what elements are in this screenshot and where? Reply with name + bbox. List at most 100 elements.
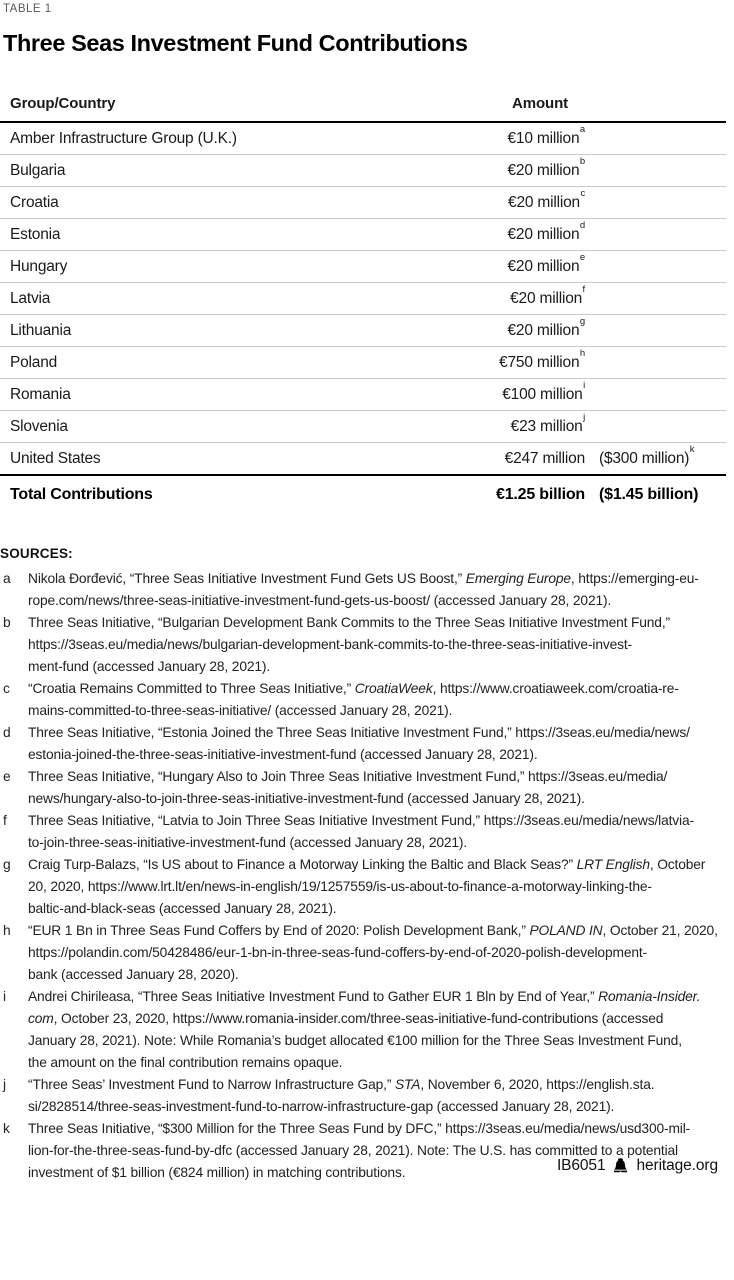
citation-publication: STA	[395, 1077, 421, 1092]
source-item-b: b Three Seas Initiative, “Bulgarian Devel…	[0, 612, 726, 678]
group-country-cell: Croatia	[10, 193, 59, 211]
group-country-cell: Amber Infrastructure Group (U.K.)	[10, 129, 237, 147]
liberty-bell-icon	[614, 1158, 628, 1173]
source-line: https://3seas.eu/media/news/bulgarian-de…	[28, 634, 726, 656]
source-line: baltic-and-black-seas (accessed January …	[28, 898, 726, 920]
group-country-cell: Bulgaria	[10, 161, 66, 179]
source-text: “EUR 1 Bn in Three Seas Fund Coffers by …	[28, 920, 726, 986]
source-text: Three Seas Initiative, “Bulgarian Develo…	[28, 612, 726, 678]
citation-text: “Three Seas’ Investment Fund to Narrow I…	[28, 1077, 395, 1092]
source-text: “Croatia Remains Committed to Three Seas…	[28, 678, 726, 722]
source-line: si/2828514/three-seas-investment-fund-to…	[28, 1096, 726, 1118]
source-text: Nikola Đorđević, “Three Seas Initiative …	[28, 568, 726, 612]
column-header-group-country: Group/Country	[10, 95, 116, 112]
sources-section: SOURCES: a Nikola Đorđević, “Three Seas I…	[0, 546, 726, 1184]
citation-text: Three Seas Initiative, “Latvia to Join T…	[28, 813, 694, 828]
citation-publication: com	[28, 1011, 54, 1026]
document-page: TABLE 1 Three Seas Investment Fund Contr…	[0, 3, 726, 1184]
citation-text: Craig Turp-Balazs, “Is US about to Finan…	[28, 857, 577, 872]
source-line: rope.com/news/three-seas-initiative-inve…	[28, 590, 726, 612]
source-item-d: d Three Seas Initiative, “Estonia Joined …	[0, 722, 726, 766]
source-line: “Three Seas’ Investment Fund to Narrow I…	[28, 1074, 726, 1096]
citation-text: https://polandin.com/50428486/eur-1-bn-i…	[28, 945, 647, 960]
source-line: com, October 23, 2020, https://www.roman…	[28, 1008, 726, 1030]
footnote-ref: e	[579, 251, 585, 263]
source-letter: i	[3, 989, 6, 1004]
footnote-ref: f	[582, 283, 586, 295]
amount-euro-cell: €23 millionj	[510, 411, 586, 436]
source-text: Three Seas Initiative, “Latvia to Join T…	[28, 810, 726, 854]
citation-text: estonia-joined-the-three-seas-initiative…	[28, 747, 538, 762]
footnote-ref: b	[579, 155, 585, 167]
source-line: bank (accessed January 28, 2020).	[28, 964, 726, 986]
amount-euro-cell: €20 millione	[507, 251, 586, 276]
source-line: ment-fund (accessed January 28, 2021).	[28, 656, 726, 678]
total-amount-usd: ($1.45 billion)	[599, 486, 699, 503]
source-item-g: g Craig Turp-Balazs, “Is US about to Fina…	[0, 854, 726, 920]
citation-text: , October	[649, 857, 706, 872]
citation-text: Three Seas Initiative, “$300 Million for…	[28, 1121, 691, 1136]
citation-publication: Emerging Europe	[465, 571, 571, 586]
citation-text: baltic-and-black-seas (accessed January …	[28, 901, 337, 916]
sources-heading: SOURCES:	[0, 546, 73, 561]
site-name: heritage.org	[636, 1157, 718, 1174]
citation-text: , https://emerging-eu-	[570, 571, 699, 586]
group-country-cell: Latvia	[10, 289, 51, 307]
table-row: Estonia €20 milliond	[0, 219, 726, 251]
source-item-e: e Three Seas Initiative, “Hungary Also to…	[0, 766, 726, 810]
group-country-cell: Slovenia	[10, 417, 68, 435]
citation-publication: LRT English	[576, 857, 650, 872]
group-country-cell: United States	[10, 449, 101, 467]
table-label: TABLE 1	[3, 3, 52, 15]
source-line: Three Seas Initiative, “Estonia Joined t…	[28, 722, 726, 744]
source-letter: c	[3, 681, 10, 696]
citation-text: to-join-three-seas-initiative-investment…	[28, 835, 468, 850]
source-text: Three Seas Initiative, “Estonia Joined t…	[28, 722, 726, 766]
source-letter: g	[3, 857, 11, 872]
citation-text: , October 23, 2020, https://www.romania-…	[53, 1011, 664, 1026]
footnote-ref: g	[579, 315, 585, 327]
source-line: 20, 2020, https://www.lrt.lt/en/news-in-…	[28, 876, 726, 898]
amount-euro-cell: €20 milliond	[507, 219, 586, 244]
source-letter: f	[3, 813, 7, 828]
citation-text: news/hungary-also-to-join-three-seas-ini…	[28, 791, 585, 806]
citation-text: mains-committed-to-three-seas-initiative…	[28, 703, 453, 718]
footnote-ref: j	[583, 411, 585, 423]
citation-text: Three Seas Initiative, “Bulgarian Develo…	[28, 615, 670, 630]
citation-text: Andrei Chirileasa, “Three Seas Initiativ…	[28, 989, 599, 1004]
source-item-j: j “Three Seas’ Investment Fund to Narrow …	[0, 1074, 726, 1118]
group-country-cell: Poland	[10, 353, 58, 371]
citation-text: Three Seas Initiative, “Estonia Joined t…	[28, 725, 690, 740]
source-item-i: i Andrei Chirileasa, “Three Seas Initiati…	[0, 986, 726, 1074]
footnote-ref: a	[579, 123, 585, 135]
source-letter: d	[3, 725, 11, 740]
amount-euro-cell: €20 milliong	[507, 315, 586, 340]
source-line: “Croatia Remains Committed to Three Seas…	[28, 678, 726, 700]
citation-text: , https://www.croatiaweek.com/croatia-re…	[432, 681, 679, 696]
citation-text: , November 6, 2020, https://english.sta.	[420, 1077, 655, 1092]
source-line: the amount on the final contribution rem…	[28, 1052, 726, 1074]
column-header-amount: Amount	[511, 95, 569, 112]
table-row: Hungary €20 millione	[0, 251, 726, 283]
amount-euro-cell: €100 millioni	[502, 379, 585, 404]
table-row: Latvia €20 millionf	[0, 283, 726, 315]
citation-text: Three Seas Initiative, “Hungary Also to …	[28, 769, 668, 784]
source-text: Craig Turp-Balazs, “Is US about to Finan…	[28, 854, 726, 920]
citation-publication: Romania-Insider.	[598, 989, 701, 1004]
citation-text: the amount on the final contribution rem…	[28, 1055, 343, 1070]
footnote-ref: d	[579, 219, 585, 231]
source-line: “EUR 1 Bn in Three Seas Fund Coffers by …	[28, 920, 726, 942]
table-row: Amber Infrastructure Group (U.K.) €10 mil…	[0, 123, 726, 155]
citation-text: rope.com/news/three-seas-initiative-inve…	[28, 593, 612, 608]
group-country-cell: Estonia	[10, 225, 61, 243]
source-line: Three Seas Initiative, “Bulgarian Develo…	[28, 612, 726, 634]
source-line: to-join-three-seas-initiative-investment…	[28, 832, 726, 854]
source-line: Three Seas Initiative, “$300 Million for…	[28, 1118, 726, 1140]
citation-text: investment of $1 billion (€824 million) …	[28, 1165, 406, 1180]
citation-text: https://3seas.eu/media/news/bulgarian-de…	[28, 637, 632, 652]
source-letter: b	[3, 615, 11, 630]
footnote-ref: i	[583, 379, 585, 391]
source-line: investment of $1 billion (€824 million) …	[28, 1162, 726, 1184]
amount-euro-cell: €247 million	[504, 449, 586, 467]
citation-text: bank (accessed January 28, 2020).	[28, 967, 239, 982]
